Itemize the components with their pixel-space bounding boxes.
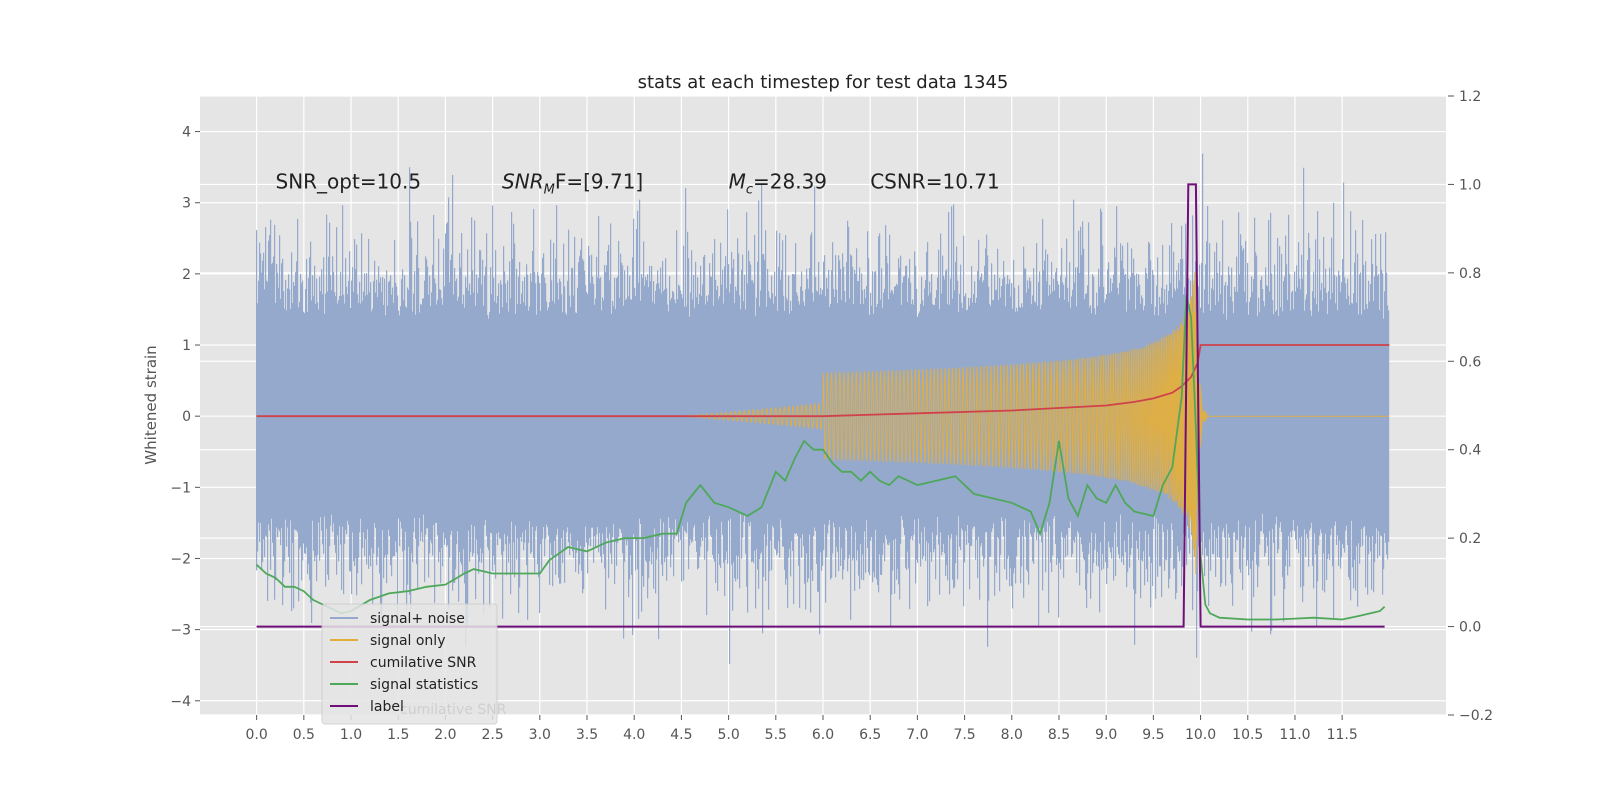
x-tick-label: 0.5 [293,727,315,743]
x-tick-label: 2.5 [481,727,503,743]
series-label [256,183,1385,628]
annotation-subscript: M [544,182,555,197]
x-tick-label: 4.5 [670,727,692,743]
x-tick-label: 8.5 [1048,727,1070,743]
annotation-subscript: c [746,182,753,197]
annotations: SNR_opt=10.5 SNRMF=[9.71] Mc=28.39 CSNR=10.… [276,169,1000,197]
annotation-main: M [729,169,746,193]
annotation-suffix: F=[9.71] [555,169,643,193]
x-tick-label: 7.5 [953,727,975,743]
x-tick-label: 6.0 [812,727,834,743]
annotation-text: SNRMF=[9.71] [502,169,643,197]
y-tick-label: 2 [182,267,191,283]
y-right-tick-label: 0.6 [1459,354,1481,370]
y-right-tick-label: 0.0 [1459,620,1481,636]
x-tick-label: 5.0 [717,727,739,743]
y-right-tick-label: −0.2 [1459,708,1493,724]
y-tick-label: 1 [182,338,191,354]
chart-title: stats at each timestep for test data 134… [638,72,1009,93]
annotation-text: Mc=28.39 [729,169,827,197]
y-right-tick-label: 1.0 [1459,177,1481,193]
label-line [256,183,1385,628]
x-tick-label: 2.0 [434,727,456,743]
x-tick-label: 7.0 [906,727,928,743]
y-tick-label: −1 [170,480,191,496]
y-tick-label: −2 [170,551,191,567]
x-tick-label: 11.0 [1279,727,1310,743]
annotation-suffix: =28.39 [753,169,827,193]
x-tick-label: 6.5 [859,727,881,743]
x-tick-label: 1.5 [387,727,409,743]
y-tick-label: 4 [182,125,191,141]
x-tick-label: 8.0 [1001,727,1023,743]
legend: cumilative SNR signal+ noise signal only c… [321,603,507,725]
y-axis-label: Whitened strain [142,345,160,464]
x-tick-label: 3.5 [576,727,598,743]
y-right-tick-label: 0.2 [1459,531,1481,547]
legend-label: signal only [370,633,445,649]
x-tick-label: 10.5 [1232,727,1263,743]
x-tick-label: 11.5 [1327,727,1358,743]
x-tick-label: 9.5 [1142,727,1164,743]
annotation-text: CSNR=10.71 [870,169,1000,193]
legend-ghost-text: cumilative SNR [400,702,507,718]
annotation-main: SNR [502,169,544,193]
legend-label: cumilative SNR [370,655,477,671]
x-tick-label: 3.0 [529,727,551,743]
legend-label: signal statistics [370,677,478,693]
y-right-tick-label: 0.8 [1459,266,1481,282]
legend-frame [321,603,498,725]
x-tick-label: 1.0 [340,727,362,743]
y-tick-label: −3 [170,623,191,639]
x-tick-label: 9.0 [1095,727,1117,743]
legend-label: signal+ noise [370,611,465,627]
legend-label: label [370,699,404,715]
y-right-tick-label: 1.2 [1459,89,1481,105]
x-tick-label: 10.0 [1185,727,1216,743]
y-right-tick-label: 0.4 [1459,443,1481,459]
annotation-text: SNR_opt=10.5 [276,169,422,193]
y-tick-label: 3 [182,196,191,212]
axes: 0.0 0.5 1.0 1.5 2.0 2.5 3.0 3.5 4.0 4.5 5.0 5.5 6.0 6… [170,89,1493,743]
x-tick-label: 0.0 [246,727,268,743]
x-tick-label: 5.5 [765,727,787,743]
y-tick-label: 0 [182,409,191,425]
y-tick-label: −4 [170,694,191,710]
x-tick-label: 4.0 [623,727,645,743]
